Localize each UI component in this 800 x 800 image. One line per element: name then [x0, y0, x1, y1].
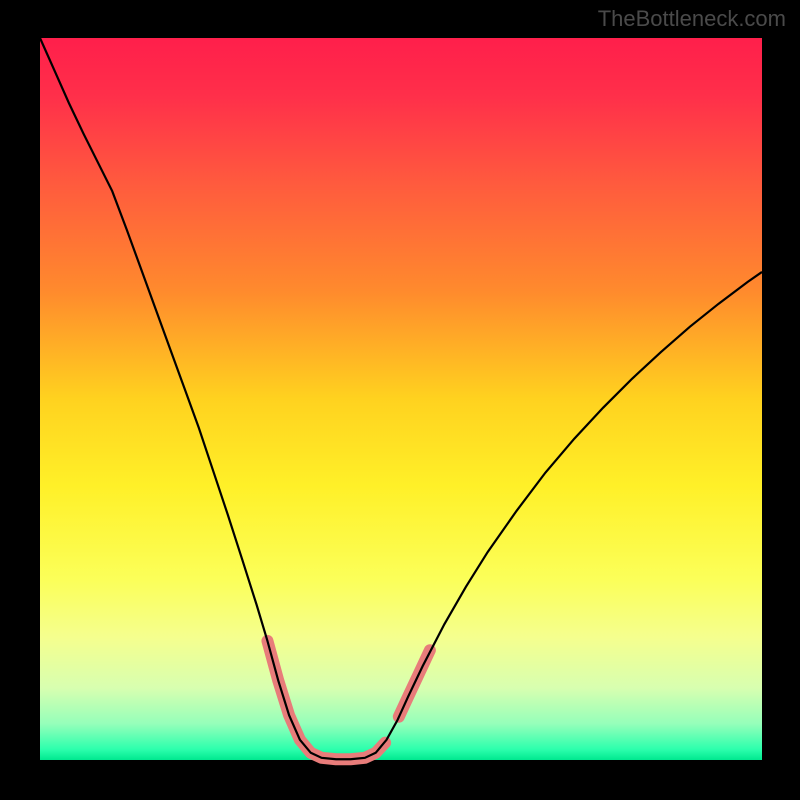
- chart-curve-layer: [40, 38, 762, 760]
- watermark-text: TheBottleneck.com: [598, 6, 786, 32]
- bottleneck-curve: [40, 38, 762, 759]
- plot-area: [40, 38, 762, 760]
